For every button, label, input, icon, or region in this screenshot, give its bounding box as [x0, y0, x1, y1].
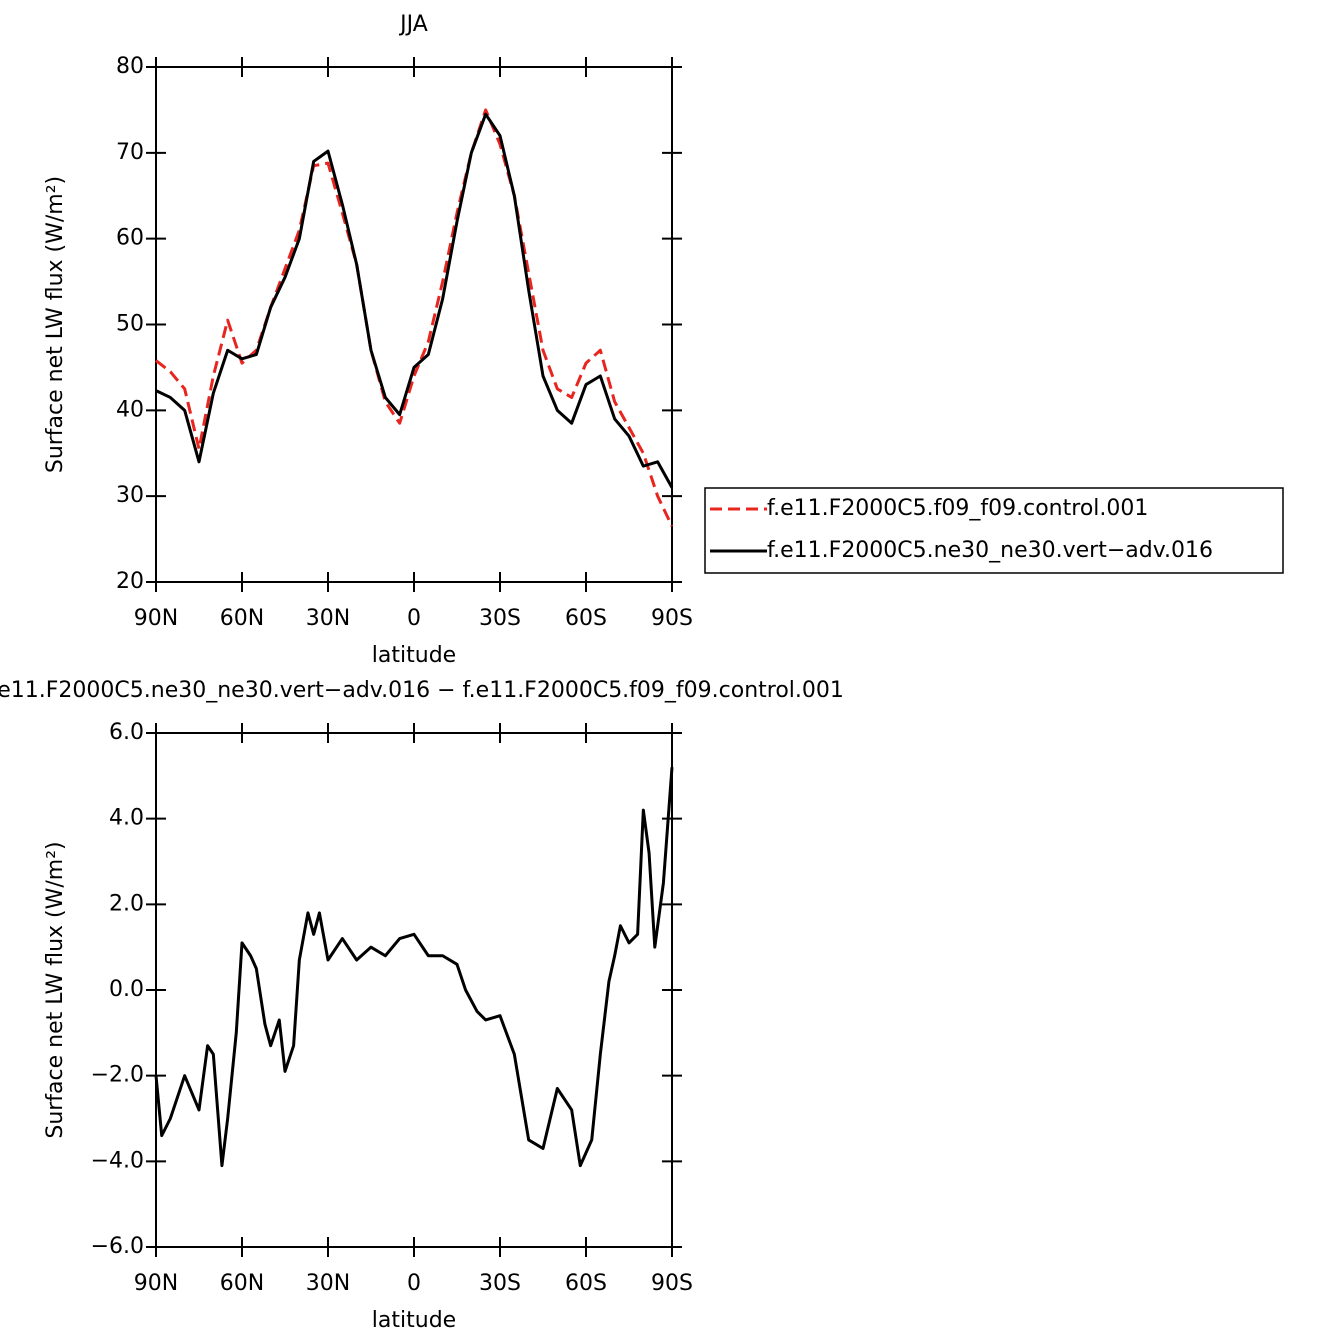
plot-frame: [155, 732, 673, 1248]
x-tick-label: 0: [407, 606, 421, 631]
y-tick-label: 70: [116, 140, 144, 165]
legend-label: f.e11.F2000C5.ne30_ne30.vert−adv.016: [767, 538, 1213, 563]
legend-box: [704, 487, 1284, 574]
x-tick-label: 90S: [651, 606, 693, 631]
x-tick-label: 90N: [134, 606, 178, 631]
y-tick-label: 2.0: [109, 891, 144, 916]
y-tick-label: 20: [116, 569, 144, 594]
x-tick-label: 60S: [565, 1271, 607, 1296]
x-tick-label: 60N: [220, 606, 264, 631]
line-series: [155, 112, 674, 489]
y-tick-label: 40: [116, 397, 144, 422]
chart-title: JJA: [398, 12, 428, 37]
y-tick-label: 80: [116, 54, 144, 79]
x-tick-label: 90S: [651, 1271, 693, 1296]
x-tick-label: 0: [407, 1271, 421, 1296]
plot-frame: [155, 66, 673, 583]
y-tick-label: 0.0: [109, 977, 144, 1002]
x-tick-label: 30S: [479, 606, 521, 631]
y-tick-label: 60: [116, 226, 144, 251]
line-series: [154, 767, 674, 1168]
legend-label: f.e11.F2000C5.f09_f09.control.001: [767, 496, 1148, 521]
chart-title: f.e11.F2000C5.ne30_ne30.vert−adv.016 − f…: [0, 678, 844, 703]
x-tick-label: 30S: [479, 1271, 521, 1296]
y-tick-label: −2.0: [91, 1063, 144, 1088]
y-tick-label: 50: [116, 312, 144, 337]
line-series: [155, 108, 674, 527]
y-axis-label: Surface net LW flux (W/m²): [43, 841, 68, 1138]
x-axis-label: latitude: [372, 643, 456, 668]
x-tick-label: 30N: [306, 606, 350, 631]
y-tick-label: 30: [116, 483, 144, 508]
x-tick-label: 60N: [220, 1271, 264, 1296]
y-tick-label: −6.0: [91, 1234, 144, 1259]
x-axis-label: latitude: [372, 1308, 456, 1333]
x-tick-label: 90N: [134, 1271, 178, 1296]
y-tick-label: 6.0: [109, 720, 144, 745]
y-axis-label: Surface net LW flux (W/m²): [43, 176, 68, 473]
y-tick-label: −4.0: [91, 1148, 144, 1173]
x-tick-label: 30N: [306, 1271, 350, 1296]
y-tick-label: 4.0: [109, 806, 144, 831]
x-tick-label: 60S: [565, 606, 607, 631]
